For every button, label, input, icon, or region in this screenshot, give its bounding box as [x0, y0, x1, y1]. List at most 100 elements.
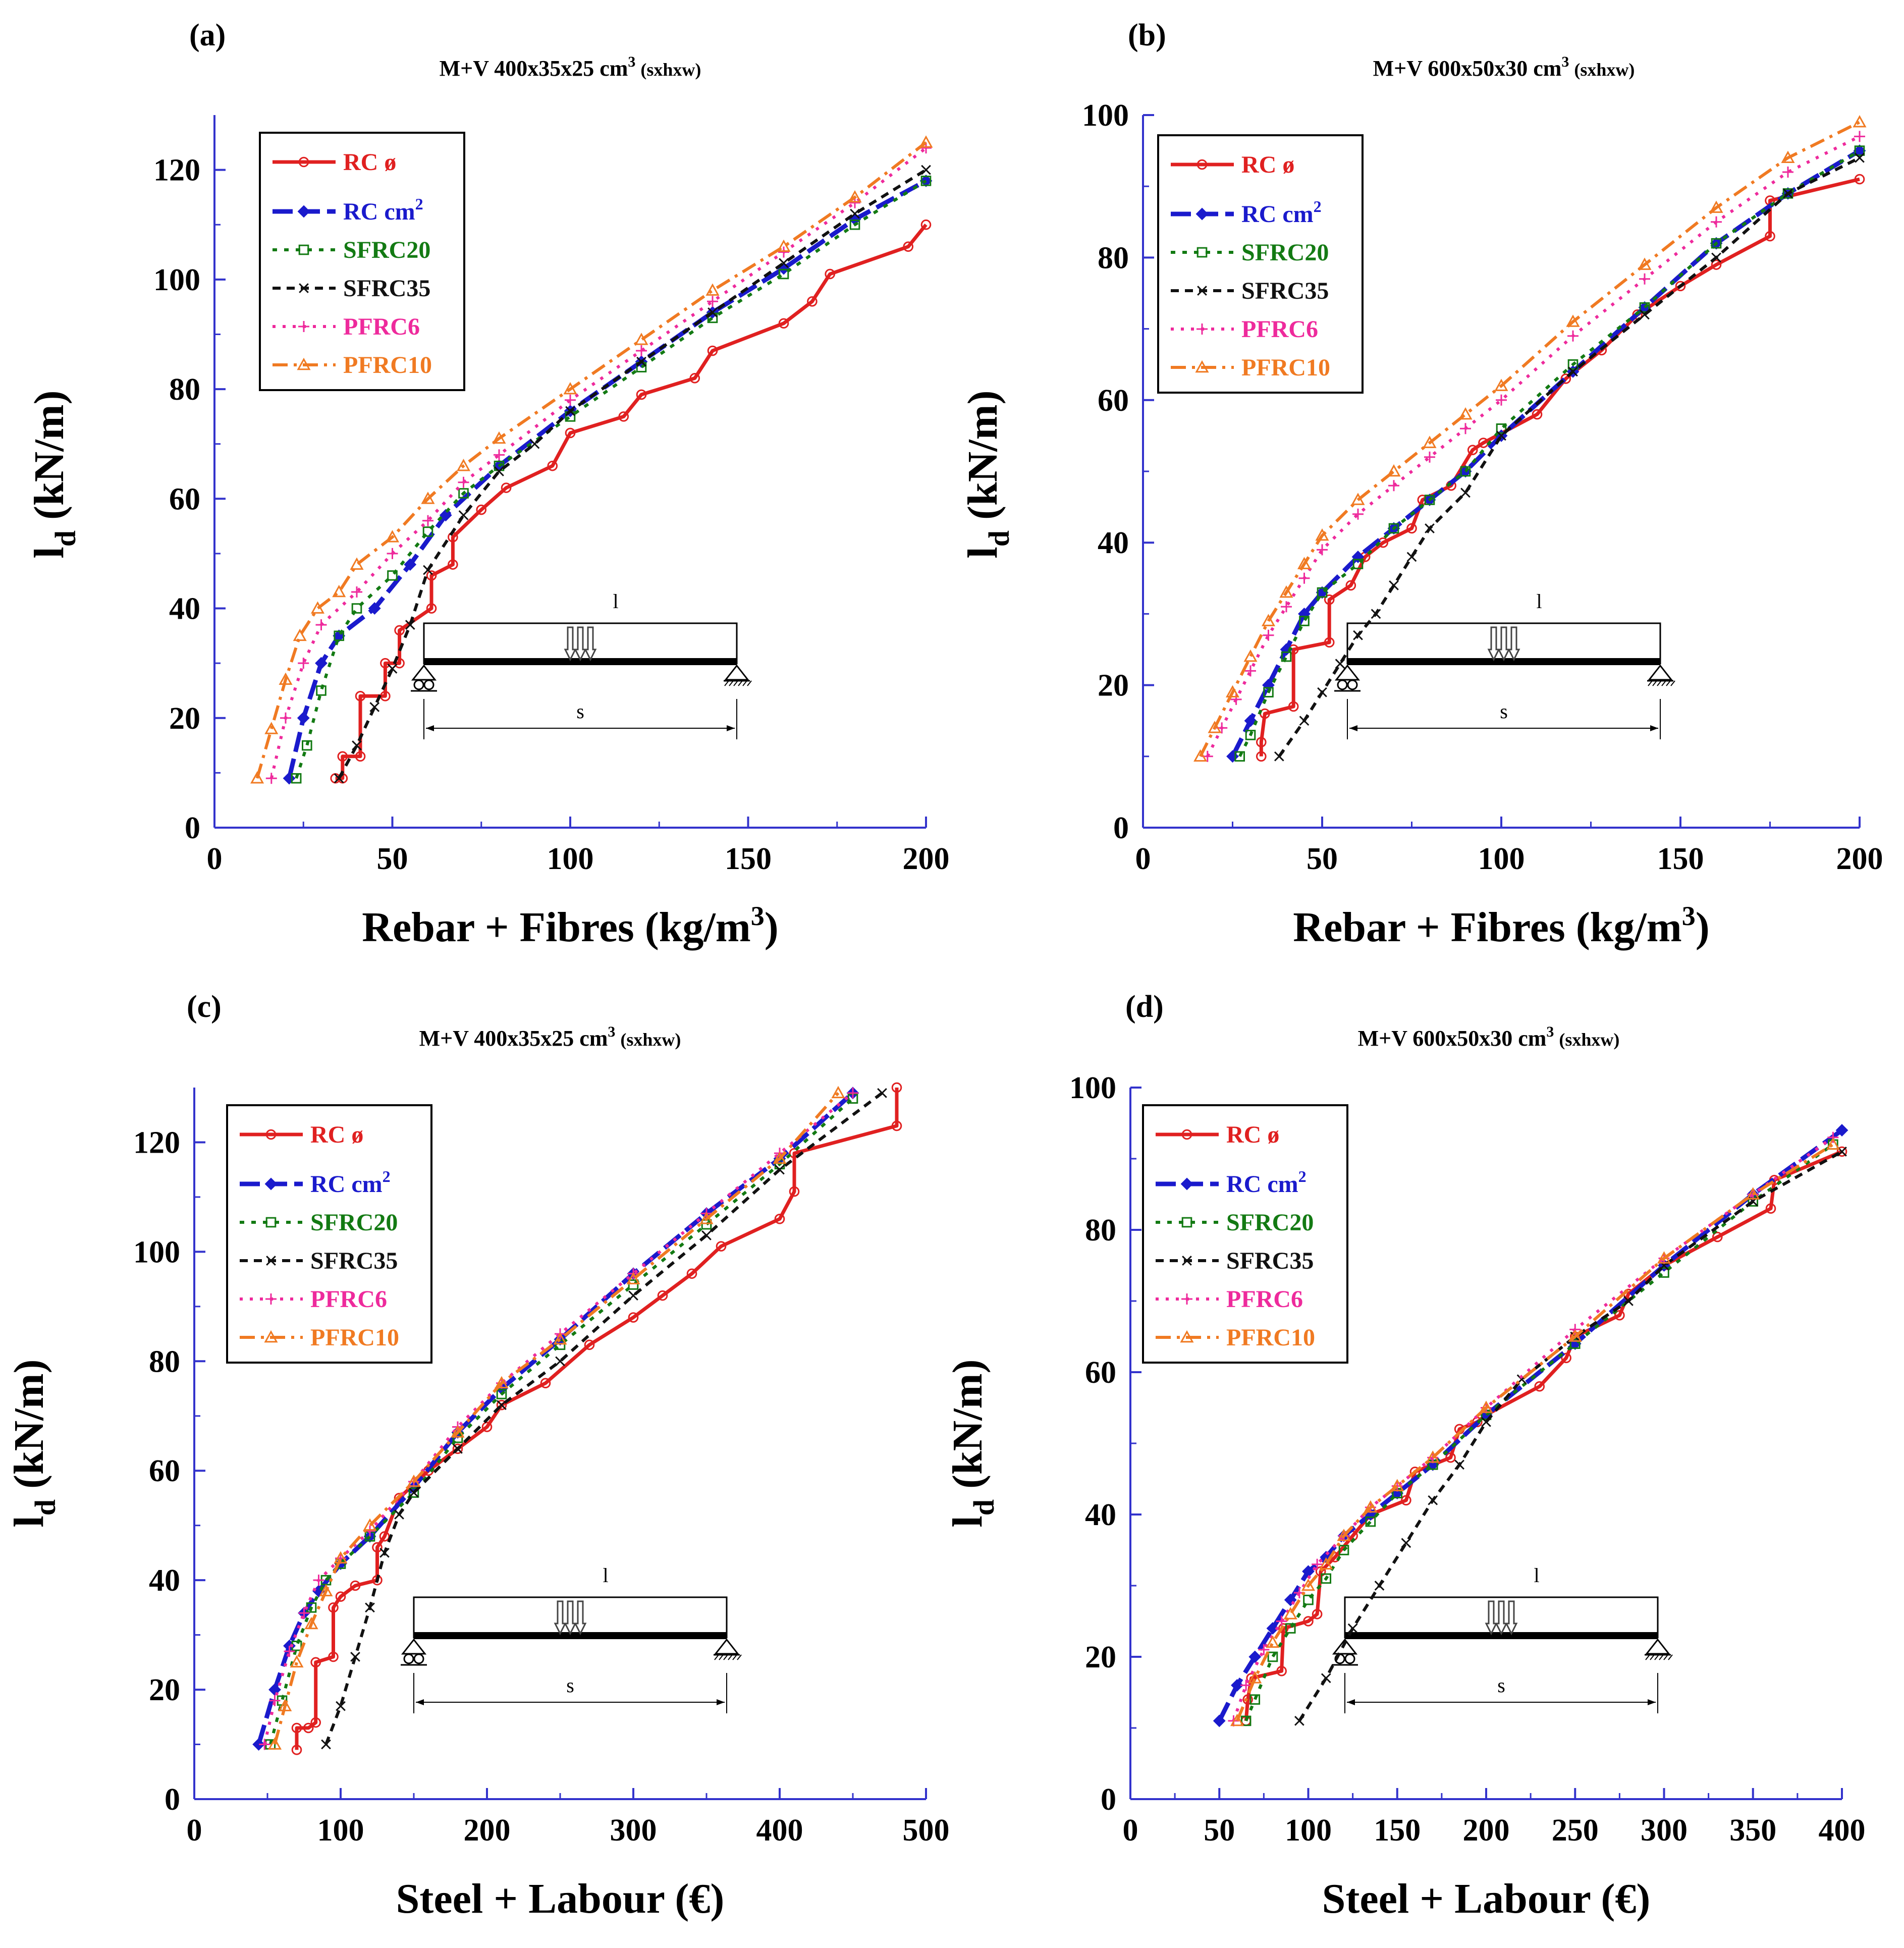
data-point: [304, 1616, 318, 1630]
chart-panel-c: (c)M+V 400x35x25 cm3 (sxhxw)0 100 200 300 400…: [6, 990, 950, 1922]
data-point: [267, 1737, 282, 1750]
data-point: [618, 411, 629, 422]
data-point: [1208, 721, 1222, 733]
x-tick-label: 200: [903, 842, 950, 876]
data-point: [1711, 216, 1722, 228]
data-point: [1479, 1400, 1493, 1413]
data-point: [280, 712, 291, 724]
data-point: [252, 1738, 265, 1751]
data-point: [716, 1241, 727, 1252]
data-point: [1345, 580, 1356, 591]
data-point: [1274, 751, 1284, 762]
data-point: [1279, 585, 1293, 598]
data-point: [379, 1531, 390, 1542]
legend-label: PFRC10: [310, 1324, 399, 1351]
data-point: [1781, 150, 1795, 164]
data-point: [547, 460, 558, 471]
data-point: [1454, 1459, 1464, 1470]
x-tick-label: 100: [1478, 842, 1525, 876]
data-point: [1240, 1680, 1252, 1691]
data-point: [807, 296, 818, 307]
data-point: [919, 135, 933, 148]
data-point: [1746, 1187, 1760, 1200]
series-line: [1278, 156, 1861, 757]
data-point: [849, 219, 860, 230]
y-tick-label: 0: [165, 1782, 180, 1817]
data-point: [1335, 659, 1345, 669]
data-point: [1494, 378, 1508, 391]
beam-body: [1346, 622, 1661, 665]
span-label: s: [1500, 700, 1508, 723]
data-point: [1638, 257, 1652, 270]
x-tick-label: 0: [1135, 842, 1151, 876]
data-point: [1712, 1231, 1723, 1242]
data-point: [1401, 1538, 1411, 1548]
data-point: [298, 658, 309, 669]
data-point: [494, 466, 504, 476]
data-point: [355, 751, 366, 762]
y-tick-label: 80: [1098, 241, 1129, 275]
data-point: [1248, 1650, 1262, 1663]
y-tick-label: 80: [169, 372, 200, 407]
legend-label: PFRC10: [1241, 354, 1330, 381]
y-tick-label: 100: [133, 1235, 180, 1269]
data-point: [456, 459, 471, 471]
series-line: [1244, 1143, 1834, 1722]
data-point: [334, 630, 345, 641]
data-point: [850, 208, 860, 219]
data-point: [422, 526, 433, 537]
beam-body: [413, 1596, 728, 1639]
data-point: [1256, 737, 1267, 747]
span-arrow-left: [426, 725, 434, 731]
data-point: [278, 1699, 292, 1711]
data-point: [778, 318, 789, 329]
data-point: [628, 1312, 639, 1323]
legend-label: RC ø: [343, 149, 396, 176]
data-point: [448, 559, 458, 570]
data-point: [394, 1509, 404, 1520]
roller-support: [1645, 1638, 1673, 1660]
data-point: [1460, 423, 1471, 435]
data-point: [501, 482, 512, 493]
y-tick-label: 40: [1085, 1498, 1116, 1532]
legend-entry: SFRC35: [1171, 278, 1329, 304]
y-tick-label: 60: [149, 1454, 180, 1488]
data-point: [1256, 751, 1267, 762]
data-point: [458, 488, 469, 499]
data-point: [1458, 407, 1473, 420]
legend-entry: PFRC10: [1171, 354, 1330, 381]
legend-label: PFRC10: [1226, 1324, 1315, 1351]
data-point: [779, 258, 789, 268]
data-point: [1317, 687, 1327, 697]
data-point: [337, 751, 348, 762]
chart-subtitle: M+V 400x35x25 cm3 (sxhxw): [419, 1023, 681, 1051]
data-point: [686, 1268, 697, 1279]
data-point: [1276, 1615, 1287, 1627]
data-point: [476, 504, 487, 515]
legend-marker: [298, 156, 309, 168]
data-point: [1836, 1146, 1847, 1157]
data-point: [368, 602, 381, 615]
chart-panel-a: (a) M+V 400x35x25 cm3 (sxhxw) 0 50 100 150 200 0…: [26, 18, 950, 951]
data-point: [774, 1214, 785, 1224]
data-point: [1240, 1715, 1252, 1726]
data-point: [847, 1087, 858, 1099]
x-tick-label: 300: [1641, 1813, 1688, 1848]
x-tick-label: 200: [1836, 842, 1883, 876]
data-point: [496, 1399, 507, 1411]
legend-entry: RC ø: [273, 149, 396, 176]
data-point: [1614, 1310, 1625, 1321]
legend-marker: [265, 1217, 277, 1228]
data-point: [409, 1487, 419, 1498]
data-point: [387, 570, 398, 581]
data-point: [291, 1722, 302, 1734]
data-point: [355, 691, 366, 701]
data-point: [336, 1701, 346, 1711]
data-point: [351, 586, 362, 598]
legend-marker: [297, 357, 311, 370]
y-tick-label: 100: [1082, 98, 1129, 133]
x-tick-label: 350: [1729, 1813, 1776, 1848]
legend-entry: SFRC35: [240, 1248, 398, 1274]
data-point: [1534, 1381, 1545, 1392]
chart-panel-d: (d)M+V 600x50x30 cm3 (sxhxw)0 50 100 150 200 2…: [944, 990, 1866, 1922]
